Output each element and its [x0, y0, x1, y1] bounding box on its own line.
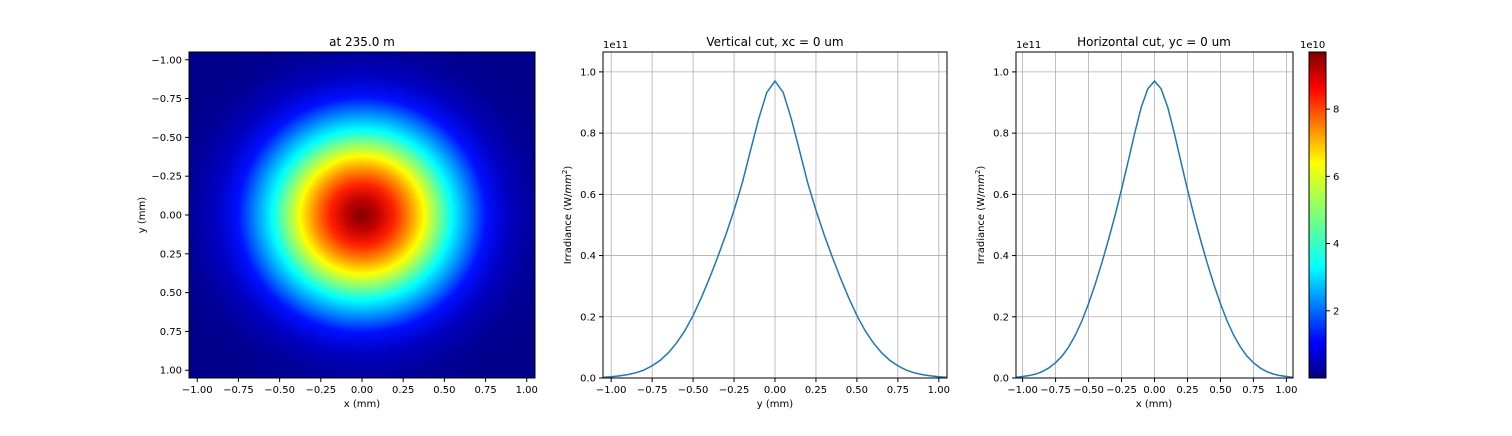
horizontal-cut-offset-text: 1e11	[1016, 40, 1041, 51]
horizontal-cut-y-tick-label: 1.0	[993, 67, 1009, 78]
vertical-cut-x-label: y (mm)	[757, 399, 793, 410]
heatmap-title: at 235.0 m	[329, 35, 395, 49]
horizontal-cut-x-tick-label: 0.00	[1143, 385, 1165, 396]
heatmap-x-ticks: −1.00 −0.75 −0.50 −0.25 0.00 0.25 0.50 0.75 1.00	[182, 378, 538, 396]
vertical-cut-offset-text: 1e11	[603, 40, 628, 51]
heatmap-y-ticks: −1.00 −0.75 −0.50 −0.25 0.00 0.25 0.50 0.75 1.00	[151, 55, 189, 377]
horizontal-cut-x-tick-label: 1.00	[1275, 385, 1297, 396]
horizontal-cut-panel: Horizontal cut, yc = 0 um 1e11 −1.00 −0.7…	[974, 35, 1298, 410]
horizontal-cut-x-tick-label: −0.25	[1106, 385, 1137, 396]
vertical-cut-y-tick-label: 0.2	[580, 312, 596, 323]
heatmap-x-tick-label: 0.50	[433, 385, 455, 396]
heatmap-y-label: y (mm)	[137, 197, 148, 233]
vertical-cut-x-tick-label: −0.75	[637, 385, 668, 396]
vertical-cut-title: Vertical cut, xc = 0 um	[706, 35, 843, 49]
horizontal-cut-x-tick-label: −1.00	[1007, 385, 1038, 396]
horizontal-cut-x-tick-label: 0.25	[1176, 385, 1198, 396]
colorbar-tick-label: 8	[1333, 105, 1339, 116]
colorbar-tick-label: 6	[1333, 172, 1339, 183]
vertical-cut-y-tick-label: 0.6	[580, 190, 596, 201]
heatmap-y-tick-label: −0.75	[151, 94, 182, 105]
vertical-cut-y-ticks: 0.0 0.2 0.4 0.6 0.8 1.0	[580, 67, 603, 385]
horizontal-cut-y-tick-label: 0.0	[993, 374, 1009, 385]
heatmap-x-tick-label: −0.75	[223, 385, 254, 396]
horizontal-cut-y-tick-label: 0.6	[993, 190, 1009, 201]
beam-spot	[189, 52, 535, 378]
heatmap-y-tick-label: 0.00	[160, 211, 182, 222]
colorbar-gradient	[1308, 51, 1327, 379]
heatmap-x-tick-label: 0.00	[351, 385, 373, 396]
horizontal-cut-x-label: x (mm)	[1136, 399, 1172, 410]
vertical-cut-grid	[603, 52, 947, 379]
heatmap-y-tick-label: −0.50	[151, 133, 182, 144]
heatmap-x-tick-label: −0.25	[305, 385, 336, 396]
vertical-cut-y-tick-label: 1.0	[580, 67, 596, 78]
vertical-cut-x-tick-label: 1.00	[928, 385, 950, 396]
vertical-cut-y-tick-label: 0.4	[580, 251, 596, 262]
vertical-cut-x-tick-label: 0.00	[764, 385, 786, 396]
horizontal-cut-y-label: Irradiance (W/mm2)	[974, 166, 987, 265]
horizontal-cut-x-ticks: −1.00 −0.75 −0.50 −0.25 0.00 0.25 0.50 0.75 1.00	[1007, 378, 1298, 396]
heatmap-y-tick-label: −0.25	[151, 172, 182, 183]
horizontal-cut-x-tick-label: −0.50	[1073, 385, 1104, 396]
horizontal-cut-title: Horizontal cut, yc = 0 um	[1077, 35, 1231, 49]
horizontal-cut-x-tick-label: 0.50	[1209, 385, 1231, 396]
vertical-cut-y-label: Irradiance (W/mm2)	[561, 166, 574, 265]
vertical-cut-x-tick-label: 0.50	[846, 385, 868, 396]
vertical-cut-x-tick-label: 0.25	[805, 385, 827, 396]
heatmap-y-tick-label: 0.75	[160, 327, 182, 338]
vertical-cut-x-tick-label: 0.75	[887, 385, 909, 396]
colorbar-offset-text: 1e10	[1300, 40, 1325, 51]
heatmap-panel: at 235.0 m −1.00 −0.75 −0.50 −0.25 0.00 0.25 0…	[137, 35, 538, 410]
heatmap-y-tick-label: 0.25	[160, 249, 182, 260]
horizontal-cut-y-tick-label: 0.2	[993, 312, 1009, 323]
vertical-cut-y-tick-label: 0.8	[580, 129, 596, 140]
horizontal-cut-y-tick-label: 0.4	[993, 251, 1009, 262]
heatmap-x-label: x (mm)	[344, 399, 380, 410]
horizontal-cut-x-tick-label: −0.75	[1040, 385, 1071, 396]
vertical-cut-line	[602, 79, 948, 379]
colorbar: 1e10 2 4 6 8	[1300, 40, 1339, 379]
vertical-cut-x-ticks: −1.00 −0.75 −0.50 −0.25 0.00 0.25 0.50 0.75 1.00	[596, 378, 950, 396]
heatmap-y-tick-label: 1.00	[160, 366, 182, 377]
vertical-cut-x-tick-label: −1.00	[596, 385, 627, 396]
horizontal-cut-y-tick-label: 0.8	[993, 129, 1009, 140]
heatmap-x-tick-label: 0.25	[392, 385, 414, 396]
horizontal-cut-x-tick-label: 0.75	[1242, 385, 1264, 396]
vertical-cut-x-tick-label: −0.25	[719, 385, 750, 396]
heatmap-y-tick-label: 0.50	[160, 288, 182, 299]
horizontal-cut-y-ticks: 0.0 0.2 0.4 0.6 0.8 1.0	[993, 67, 1016, 385]
heatmap-x-tick-label: −0.50	[264, 385, 295, 396]
vertical-cut-x-tick-label: −0.50	[678, 385, 709, 396]
heatmap-x-tick-label: 1.00	[516, 385, 538, 396]
heatmap-y-tick-label: −1.00	[151, 55, 182, 66]
horizontal-cut-line	[1015, 79, 1294, 379]
vertical-cut-panel: Vertical cut, xc = 0 um 1e11 −1.00 −0.75−…	[561, 35, 950, 410]
heatmap-x-tick-label: −1.00	[182, 385, 213, 396]
horizontal-cut-grid	[1016, 52, 1293, 379]
heatmap-x-tick-label: 0.75	[474, 385, 496, 396]
vertical-cut-y-tick-label: 0.0	[580, 374, 596, 385]
colorbar-ticks: 2 4 6 8	[1326, 105, 1339, 317]
colorbar-tick-label: 4	[1333, 239, 1339, 250]
colorbar-tick-label: 2	[1333, 306, 1339, 317]
